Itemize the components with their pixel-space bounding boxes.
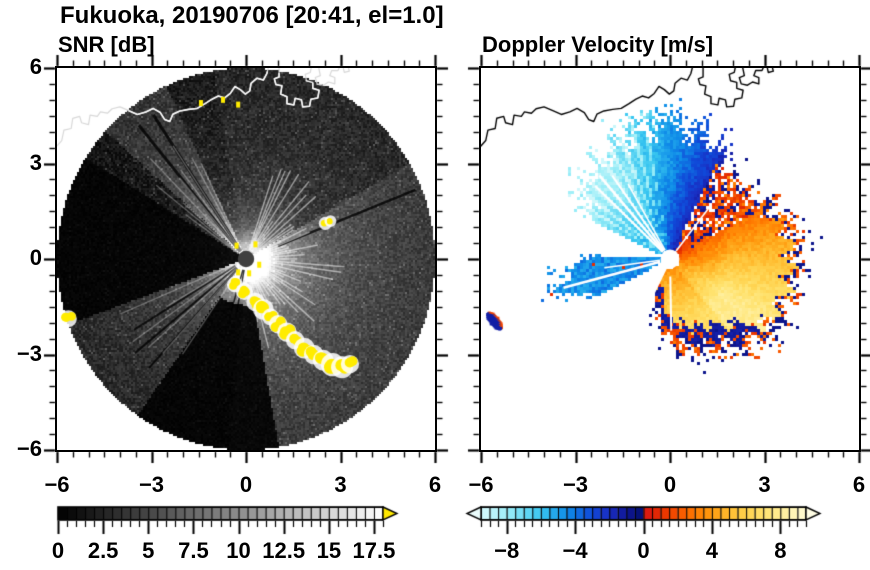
snr-ppi-panel bbox=[55, 66, 437, 452]
x-tick-label: −6 bbox=[44, 472, 70, 497]
x-tick-label: 3 bbox=[334, 472, 347, 497]
colorbar-tick-label: 12.5 bbox=[262, 538, 306, 563]
y-tick-label: −6 bbox=[16, 436, 42, 461]
colorbar-tick-label: 5 bbox=[142, 538, 155, 563]
snr-ppi-image bbox=[57, 68, 435, 450]
colorbar-tick-label: −8 bbox=[494, 538, 520, 563]
y-tick-label: 3 bbox=[29, 149, 42, 175]
colorbar-tick-label: 4 bbox=[705, 538, 719, 563]
x-tick-label: −3 bbox=[138, 472, 165, 497]
colorbar-tick-label: 0 bbox=[637, 538, 650, 563]
colorbar-tick-label: 17.5 bbox=[352, 538, 396, 563]
colorbar-tick-label: 10 bbox=[226, 538, 251, 563]
x-tick-label: 6 bbox=[428, 472, 442, 497]
colorbar-tick-label: 8 bbox=[774, 538, 787, 563]
x-tick-label: −3 bbox=[562, 472, 589, 497]
colorbar-tick-label: 2.5 bbox=[87, 538, 119, 563]
colorbar-tick-label: 7.5 bbox=[178, 538, 209, 563]
x-tick-label: −6 bbox=[468, 472, 494, 497]
vel-ppi-image bbox=[481, 68, 859, 450]
vel-ppi-panel bbox=[479, 66, 861, 452]
y-tick-label: 6 bbox=[29, 54, 42, 79]
x-tick-label: 6 bbox=[852, 472, 866, 497]
y-tick-label: −3 bbox=[16, 340, 42, 366]
y-tick-label: 0 bbox=[29, 245, 42, 270]
x-tick-label: 0 bbox=[663, 472, 677, 497]
x-tick-label: 3 bbox=[758, 472, 771, 497]
x-tick-label: 0 bbox=[239, 472, 253, 497]
colorbar-tick-label: 15 bbox=[316, 538, 342, 563]
colorbar-tick-label: −4 bbox=[562, 538, 588, 563]
colorbar-tick-label: 0 bbox=[51, 538, 65, 563]
